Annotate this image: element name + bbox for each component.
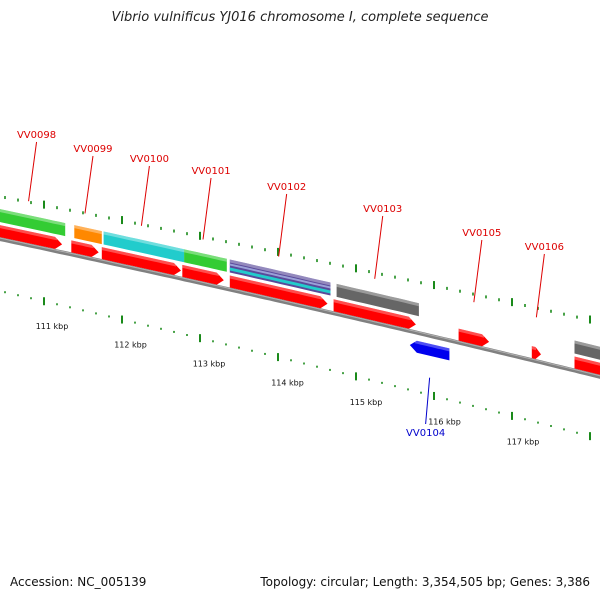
gene-label: VV0099 [73, 144, 112, 155]
topology-summary: Topology: circular; Length: 3,354,505 bp… [260, 575, 590, 589]
gene-arrow-shine [71, 240, 94, 249]
gene-label: VV0103 [363, 204, 402, 215]
gene-arrow-forward [458, 328, 490, 347]
gene-arrow-shine [458, 328, 485, 338]
cog-stripe [229, 263, 331, 289]
cog-block [74, 225, 102, 245]
gene-leader-line [473, 239, 483, 303]
gene-track [0, 225, 600, 375]
gene-arrow-forward [531, 346, 541, 359]
kbp-label: 111 kbp [36, 322, 69, 331]
cog-block [336, 283, 419, 317]
gene-arrow-forward [333, 299, 416, 329]
gene-arrow-forward [229, 275, 328, 309]
cog-block [574, 340, 600, 360]
gene-arrow-shine [414, 340, 450, 352]
gene-arrow-forward [71, 240, 99, 257]
gene-leader-line [28, 141, 38, 202]
kbp-label: 116 kbp [428, 418, 461, 427]
gene-leader-line [278, 193, 288, 257]
gene-label: VV0102 [267, 182, 306, 193]
kbp-label: 112 kbp [114, 341, 147, 350]
cog-block-shine [229, 259, 331, 286]
kbp-label: 115 kbp [350, 398, 383, 407]
cog-block-shine [184, 249, 227, 262]
chromosome-backbone [0, 237, 600, 379]
gene-labels: VV0098 VV0099 VV0100 VV0101 VV0102 VV0103 VV01… [17, 130, 564, 439]
cog-block [0, 209, 66, 237]
backbone-line [0, 237, 600, 379]
cog-block [103, 231, 185, 263]
kbp-labels: 111 kbp 112 kbp 113 kbp 114 kbp 115 kbp 116 k… [36, 322, 540, 447]
gene-leader-line [202, 177, 212, 240]
gene-leader-line [374, 215, 384, 279]
gene-arrow-forward [101, 247, 181, 275]
backbone-highlight [0, 237, 600, 377]
gene-arrow-shine [0, 225, 58, 241]
gene-arrow-shine [182, 264, 219, 276]
gene-leader-line [84, 155, 94, 214]
gene-leader-line [140, 165, 150, 226]
cog-block-shine [103, 231, 185, 253]
cog-track [0, 209, 600, 360]
cog-block-shine [336, 283, 419, 307]
gene-arrow-shine [101, 247, 176, 267]
cog-block-shine [74, 225, 102, 235]
gene-label: VV0104 [406, 428, 445, 439]
gene-label: VV0100 [130, 154, 169, 165]
kbp-label: 113 kbp [193, 359, 226, 368]
map-title: Vibrio vulnificus YJ016 chromosome I, co… [111, 10, 489, 25]
gene-arrow-shine [229, 275, 323, 300]
gene-arrow-shine [333, 299, 411, 321]
accession-text: Accession: NC_005139 [10, 575, 147, 589]
cog-stripe [229, 267, 331, 294]
gene-leader-line [425, 377, 431, 425]
gene-leader-line [535, 253, 545, 318]
cog-block-shine [0, 209, 66, 227]
gene-arrow-forward [574, 356, 600, 375]
scale-ticks [4, 196, 591, 441]
gene-arrow-reverse [409, 340, 450, 361]
gene-arrow-shine [574, 356, 600, 366]
kbp-label: 117 kbp [507, 438, 540, 447]
gene-arrow-shine [531, 346, 536, 351]
gene-arrow-forward [0, 225, 63, 249]
cog-block [184, 249, 227, 272]
gene-label: VV0105 [462, 228, 501, 239]
gene-arrow-forward [182, 264, 224, 285]
gene-label: VV0106 [525, 242, 564, 253]
gene-label: VV0101 [191, 166, 230, 177]
kbp-label: 114 kbp [271, 378, 304, 387]
gene-label: VV0098 [17, 130, 56, 141]
cog-block-shine [574, 340, 600, 350]
